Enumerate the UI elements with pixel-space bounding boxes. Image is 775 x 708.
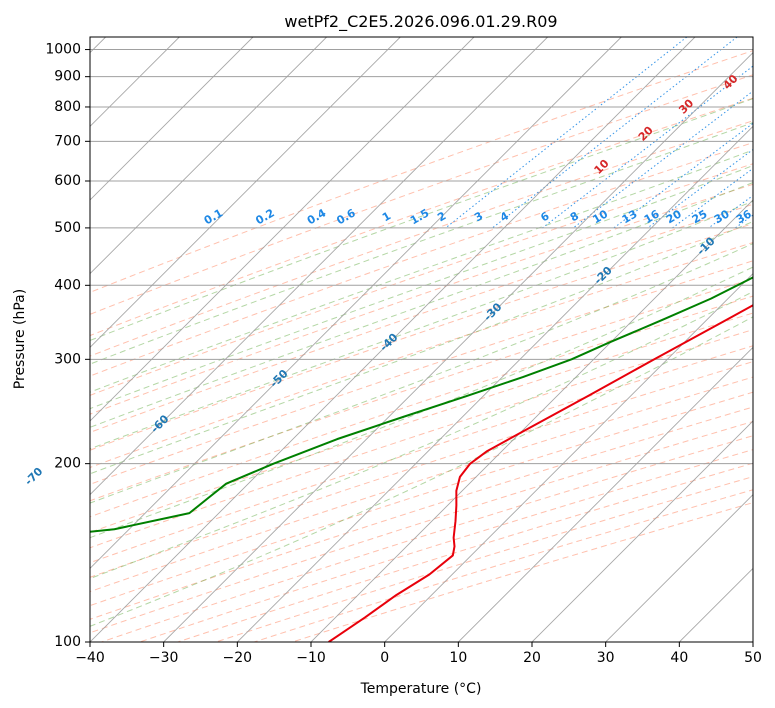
isotherm-line bbox=[310, 199, 753, 642]
dry-adiabat-line bbox=[90, 120, 753, 357]
dry-adiabat-line bbox=[215, 476, 753, 642]
y-tick-label: 800 bbox=[54, 99, 81, 115]
isotherm-line bbox=[531, 420, 753, 642]
dry-adiabat-line bbox=[90, 329, 753, 549]
moist-adiabat-line bbox=[90, 291, 753, 580]
dry-adiabat-line bbox=[90, 183, 753, 415]
chart-title: wetPf2_C2E5.2026.096.01.29.R09 bbox=[284, 12, 557, 32]
y-axis: 100 200 300 400 500 600 700 800 900 1000 bbox=[45, 42, 90, 650]
y-tick-label: 200 bbox=[54, 456, 81, 472]
dry-adiabat-line bbox=[101, 435, 753, 642]
isotherm-line bbox=[90, 37, 254, 201]
plot-frame bbox=[89, 36, 754, 643]
dry-adiabat-line bbox=[90, 142, 753, 377]
x-tick-label: 40 bbox=[670, 650, 688, 666]
isotherm-line bbox=[90, 37, 475, 422]
y-tick-label: 100 bbox=[54, 634, 81, 650]
x-tick-label: −40 bbox=[75, 650, 105, 666]
plot-background bbox=[90, 37, 753, 642]
x-axis: −40 −30 −20 −10 0 10 20 30 40 50 bbox=[75, 642, 762, 666]
x-tick-label: 50 bbox=[744, 650, 762, 666]
isotherm-line bbox=[605, 494, 753, 642]
y-tick-label: 600 bbox=[54, 173, 81, 189]
temperature-profile-line bbox=[328, 304, 753, 642]
moist-adiabat-line bbox=[90, 243, 753, 504]
moist-adiabat-line bbox=[90, 200, 753, 450]
isotherm-line bbox=[752, 641, 753, 642]
y-tick-label: 300 bbox=[54, 351, 81, 367]
dry-adiabat-line bbox=[90, 163, 753, 396]
y-tick-label: 400 bbox=[54, 277, 81, 293]
y-tick-label: 900 bbox=[54, 69, 81, 85]
x-tick-label: 30 bbox=[597, 650, 615, 666]
sounding-profiles bbox=[90, 276, 753, 642]
dry-adiabat-line bbox=[90, 97, 753, 337]
isotherm-line bbox=[458, 346, 753, 642]
y-tick-label: 1000 bbox=[45, 42, 81, 58]
x-tick-label: 0 bbox=[380, 650, 389, 666]
isotherm-line bbox=[384, 273, 753, 642]
isotherm-line bbox=[90, 37, 622, 569]
isotherm-line bbox=[163, 52, 753, 642]
moist-adiabat-line bbox=[90, 182, 753, 428]
dry-adiabat-line bbox=[139, 449, 753, 642]
x-tick-label: −30 bbox=[149, 650, 179, 666]
mixing-ratio-line bbox=[445, 37, 688, 229]
isotherm-line bbox=[90, 37, 696, 642]
x-tick-label: −20 bbox=[223, 650, 253, 666]
isotherm-line bbox=[90, 37, 548, 496]
moist-adiabat-line bbox=[90, 98, 753, 342]
x-tick-label: −10 bbox=[296, 650, 326, 666]
x-axis-label: Temperature (°C) bbox=[360, 681, 482, 697]
x-tick-label: 10 bbox=[449, 650, 467, 666]
y-tick-label: 700 bbox=[54, 133, 81, 149]
dry-adiabat-line bbox=[90, 50, 753, 293]
dry-adiabat-line bbox=[90, 345, 753, 564]
dry-adiabat-line bbox=[254, 489, 753, 642]
moist-adiabat-line bbox=[90, 266, 753, 539]
isotherm-line bbox=[90, 37, 327, 275]
dry-adiabat-line bbox=[292, 502, 753, 642]
isotherm-line bbox=[90, 37, 401, 348]
y-axis-label: Pressure (hPa) bbox=[12, 289, 28, 389]
isotherm-line bbox=[237, 125, 753, 642]
mixing-ratio-line bbox=[542, 65, 753, 229]
y-tick-label: 500 bbox=[54, 220, 81, 236]
moist-adiabat-line bbox=[90, 165, 753, 410]
mixing-ratio-line bbox=[613, 122, 753, 229]
dry-adiabat-line bbox=[90, 361, 753, 578]
pressure-gridlines bbox=[90, 49, 753, 642]
dry-adiabat-line bbox=[177, 462, 753, 642]
x-tick-label: 20 bbox=[523, 650, 541, 666]
background-guides bbox=[90, 37, 753, 642]
isotherm-label: -70 bbox=[22, 465, 45, 488]
